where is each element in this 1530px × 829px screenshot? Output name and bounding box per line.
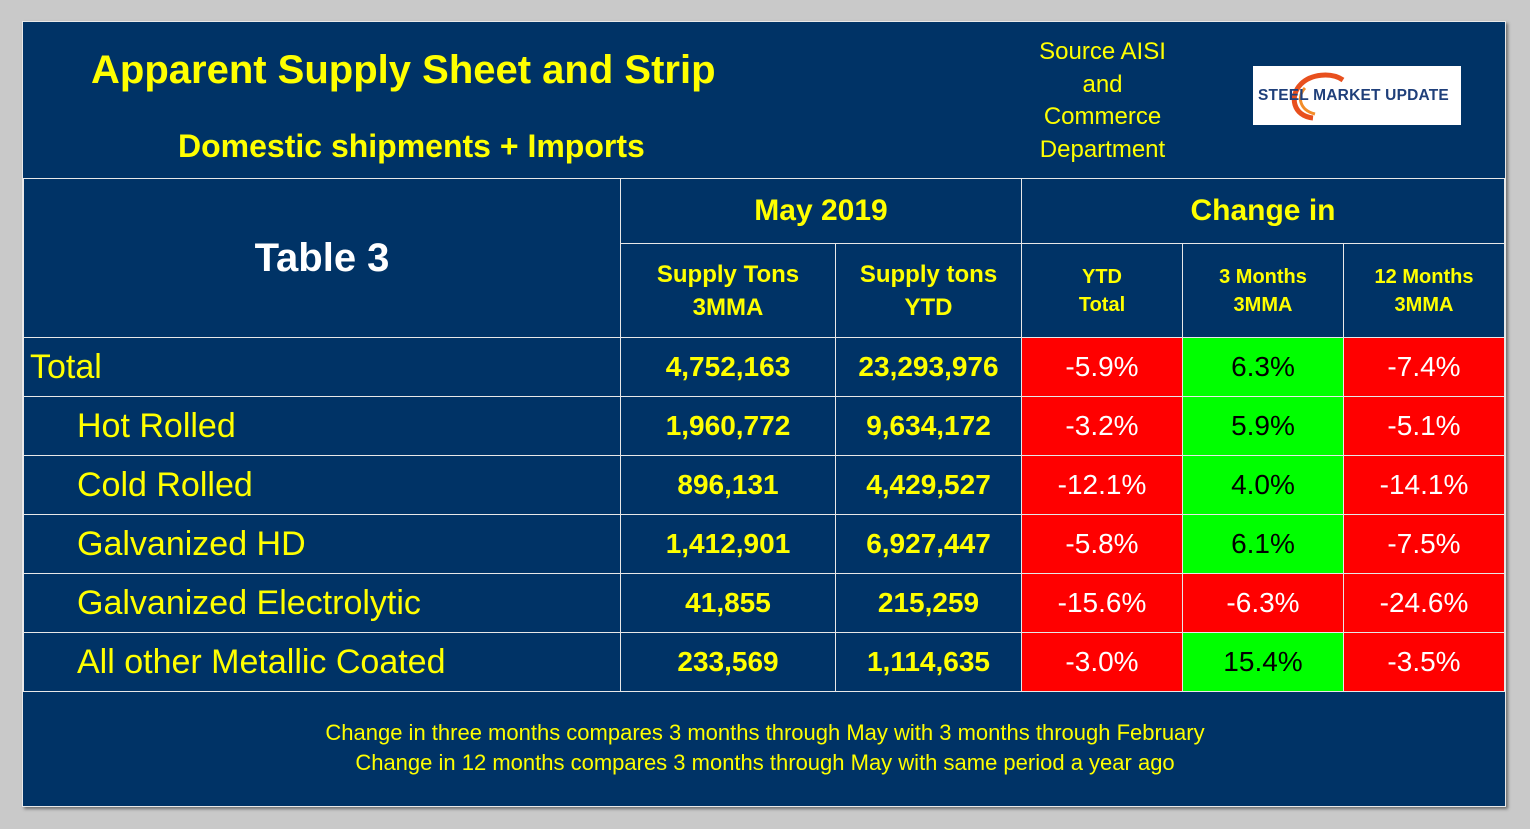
- footnotes: Change in three months compares 3 months…: [23, 718, 1507, 778]
- cell-tons-ytd: 6,927,447: [835, 514, 1022, 574]
- column-header-line: YTD: [1082, 265, 1122, 288]
- table-row: All other Metallic Coated 233,569 1,114,…: [23, 632, 1505, 692]
- column-header-line: Supply tons: [859, 260, 998, 288]
- source-line: Source AISI: [1039, 38, 1166, 65]
- period-header: May 2019: [620, 178, 1022, 244]
- page-title: Apparent Supply Sheet and Strip: [91, 48, 716, 92]
- supply-table: Table 3 May 2019 Change in Supply Tons 3…: [23, 178, 1505, 692]
- cell-tons-ytd: 9,634,172: [835, 396, 1022, 456]
- cell-tons-3mma: 1,960,772: [620, 396, 836, 456]
- footnote: Change in 12 months compares 3 months th…: [355, 750, 1175, 775]
- cell-tons-3mma: 4,752,163: [620, 337, 836, 397]
- table-row-total: Total 4,752,163 23,293,976 -5.9% 6.3% -7…: [23, 337, 1505, 397]
- column-header-line: Supply Tons: [656, 260, 800, 288]
- row-label: All other Metallic Coated: [23, 632, 621, 692]
- column-header-line: Total: [1078, 293, 1126, 316]
- column-header-line: YTD: [904, 293, 953, 321]
- logo-text: STEEL MARKET UPDATE: [1258, 87, 1449, 104]
- cell-ytd-total: -3.0%: [1021, 632, 1183, 692]
- column-header-line: 3MMA: [1394, 293, 1454, 316]
- cell-tons-3mma: 41,855: [620, 573, 836, 633]
- source-line: Department: [1039, 135, 1166, 163]
- cell-change-3-months: 15.4%: [1182, 632, 1344, 692]
- cell-tons-ytd: 4,429,527: [835, 455, 1022, 515]
- source-line: and: [1082, 70, 1123, 98]
- row-label: Galvanized Electrolytic: [23, 573, 621, 633]
- cell-ytd-total: -12.1%: [1021, 455, 1183, 515]
- cell-change-3-months: 4.0%: [1182, 455, 1344, 515]
- cell-change-12-months: -24.6%: [1343, 573, 1505, 633]
- cell-change-12-months: -14.1%: [1343, 455, 1505, 515]
- steel-market-update-logo: STEEL MARKET UPDATE: [1253, 66, 1461, 125]
- cell-tons-3mma: 1,412,901: [620, 514, 836, 574]
- table-label: Table 3: [23, 178, 621, 338]
- cell-ytd-total: -15.6%: [1021, 573, 1183, 633]
- header-row-top: Table 3 May 2019 Change in: [23, 178, 1505, 338]
- row-label: Hot Rolled: [23, 396, 621, 456]
- row-label: Total: [23, 337, 621, 397]
- column-header-line: 12 Months: [1374, 265, 1474, 288]
- cell-change-12-months: -3.5%: [1343, 632, 1505, 692]
- cell-tons-ytd: 1,114,635: [835, 632, 1022, 692]
- cell-tons-3mma: 233,569: [620, 632, 836, 692]
- footnote: Change in three months compares 3 months…: [325, 720, 1205, 745]
- column-header-supply-3mma: Supply Tons 3MMA: [620, 243, 836, 338]
- column-header-line: 3 Months: [1219, 265, 1307, 288]
- column-header-3-months: 3 Months 3MMA: [1182, 243, 1344, 338]
- logo-swoosh-icon: [1291, 72, 1345, 121]
- source-line: Commerce: [1043, 103, 1162, 130]
- column-header-line: 3MMA: [692, 293, 764, 321]
- cell-change-3-months: 6.1%: [1182, 514, 1344, 574]
- report-panel: Apparent Supply Sheet and Strip Domestic…: [22, 21, 1506, 807]
- header-row-columns: Supply Tons 3MMA Supply tons YTD YTD Tot…: [24, 243, 1505, 338]
- cell-tons-3mma: 896,131: [620, 455, 836, 515]
- column-header-supply-ytd: Supply tons YTD: [835, 243, 1022, 338]
- cell-change-12-months: -7.5%: [1343, 514, 1505, 574]
- row-label: Cold Rolled: [23, 455, 621, 515]
- page-subtitle: Domestic shipments + Imports: [178, 128, 645, 164]
- cell-change-3-months: 5.9%: [1182, 396, 1344, 456]
- cell-tons-ytd: 23,293,976: [835, 337, 1022, 397]
- source-note: Source AISI and Commerce Department: [1025, 36, 1180, 166]
- column-header-line: 3MMA: [1233, 293, 1293, 316]
- row-label: Galvanized HD: [23, 514, 621, 574]
- cell-change-3-months: -6.3%: [1182, 573, 1344, 633]
- cell-change-12-months: -5.1%: [1343, 396, 1505, 456]
- cell-tons-ytd: 215,259: [835, 573, 1022, 633]
- cell-ytd-total: -5.8%: [1021, 514, 1183, 574]
- column-header-ytd-total: YTD Total: [1021, 243, 1183, 338]
- table-row: Galvanized Electrolytic 41,855 215,259 -…: [23, 573, 1505, 633]
- table-row: Hot Rolled 1,960,772 9,634,172 -3.2% 5.9…: [23, 396, 1505, 456]
- change-header: Change in: [1021, 178, 1505, 244]
- cell-change-12-months: -7.4%: [1343, 337, 1505, 397]
- table-row: Galvanized HD 1,412,901 6,927,447 -5.8% …: [23, 514, 1505, 574]
- column-header-12-months: 12 Months 3MMA: [1343, 243, 1505, 338]
- cell-change-3-months: 6.3%: [1182, 337, 1344, 397]
- cell-ytd-total: -5.9%: [1021, 337, 1183, 397]
- table-row: Cold Rolled 896,131 4,429,527 -12.1% 4.0…: [23, 455, 1505, 515]
- cell-ytd-total: -3.2%: [1021, 396, 1183, 456]
